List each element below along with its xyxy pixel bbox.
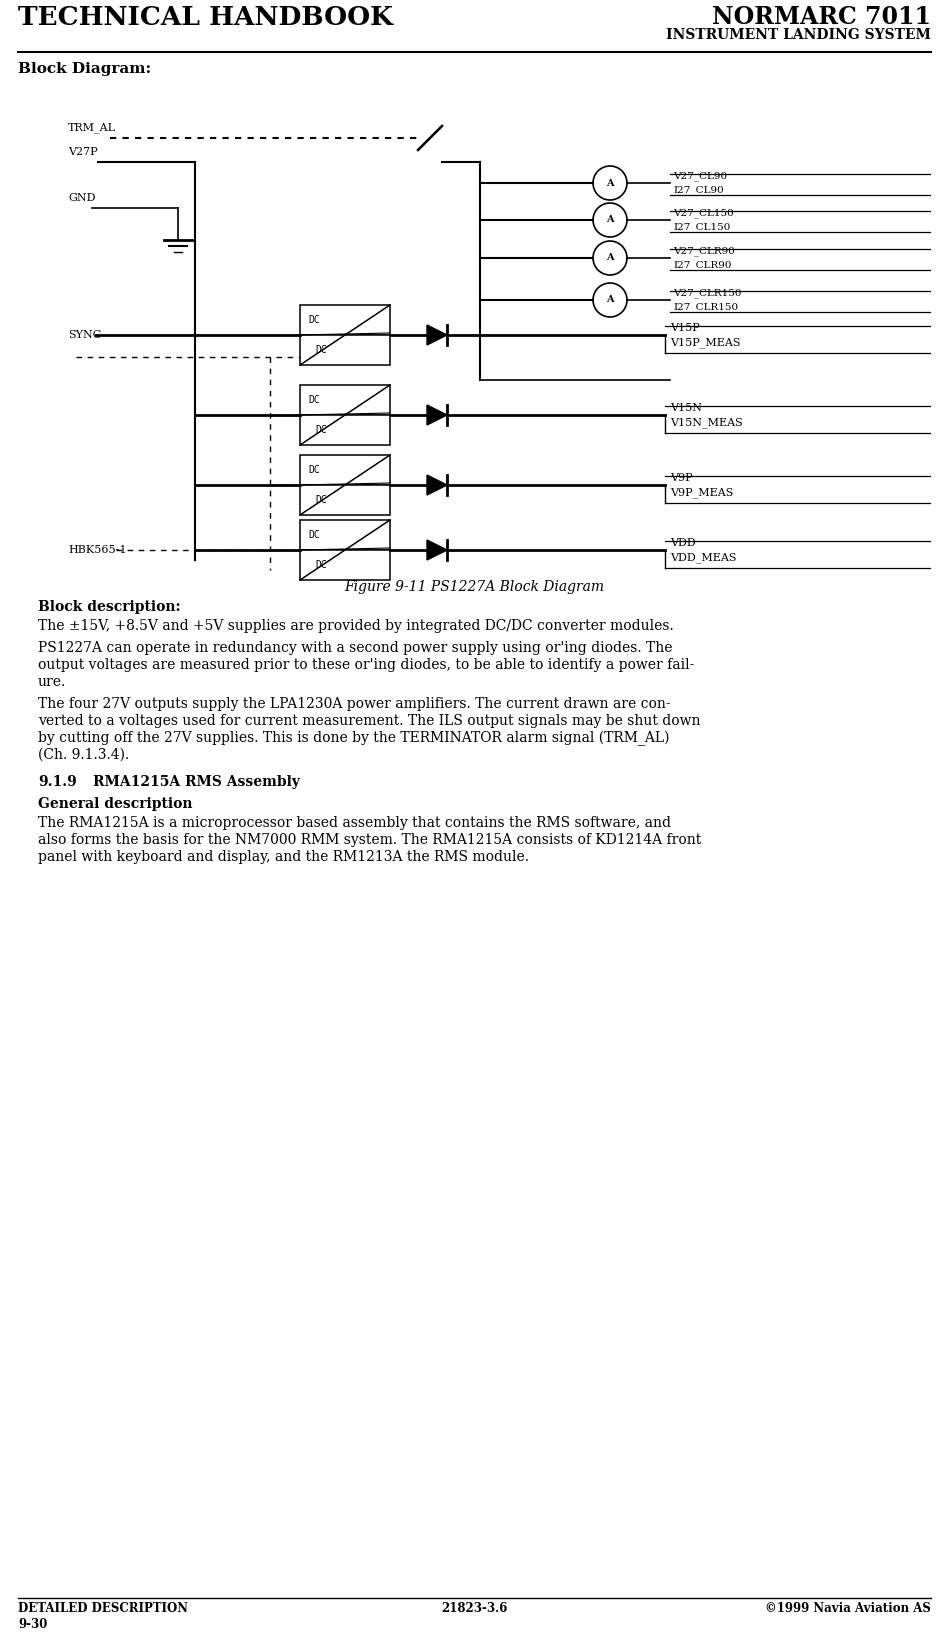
Text: ure.: ure.: [38, 676, 66, 689]
Text: The four 27V outputs supply the LPA1230A power amplifiers. The current drawn are: The four 27V outputs supply the LPA1230A…: [38, 697, 671, 712]
Text: TRM_AL: TRM_AL: [68, 122, 116, 134]
Text: 21823-3.6: 21823-3.6: [441, 1603, 507, 1616]
Polygon shape: [427, 405, 447, 424]
Text: V27_CLR90: V27_CLR90: [673, 246, 735, 256]
Text: RMA1215A RMS Assembly: RMA1215A RMS Assembly: [93, 775, 300, 788]
Bar: [300, 305, 390, 335]
Bar: [300, 550, 390, 579]
Text: V27_CLR150: V27_CLR150: [673, 289, 741, 299]
Text: ©1999 Navia Aviation AS: ©1999 Navia Aviation AS: [765, 1603, 931, 1616]
Text: I27_CL150: I27_CL150: [673, 222, 731, 232]
Text: panel with keyboard and display, and the RM1213A the RMS module.: panel with keyboard and display, and the…: [38, 850, 529, 863]
Text: Block description:: Block description:: [38, 601, 180, 614]
Text: verted to a voltages used for current measurement. The ILS output signals may be: verted to a voltages used for current me…: [38, 715, 700, 728]
Text: Figure 9-11 PS1227A Block Diagram: Figure 9-11 PS1227A Block Diagram: [344, 579, 604, 594]
Text: GND: GND: [68, 193, 96, 202]
Text: The ±15V, +8.5V and +5V supplies are provided by integrated DC/DC converter modu: The ±15V, +8.5V and +5V supplies are pro…: [38, 619, 674, 633]
Text: HBK565-1: HBK565-1: [68, 545, 126, 555]
Text: 9.1.9: 9.1.9: [38, 775, 77, 788]
Text: DC: DC: [308, 530, 320, 540]
Text: V15P_MEAS: V15P_MEAS: [670, 336, 740, 348]
Text: SYNC: SYNC: [68, 330, 102, 339]
Text: 9-30: 9-30: [18, 1617, 47, 1630]
Text: General description: General description: [38, 796, 193, 811]
Text: V15N: V15N: [670, 403, 702, 413]
Text: A: A: [606, 295, 614, 305]
Text: DC: DC: [308, 465, 320, 475]
Polygon shape: [427, 540, 447, 560]
Text: TECHNICAL HANDBOOK: TECHNICAL HANDBOOK: [18, 5, 393, 29]
Text: DC: DC: [308, 395, 320, 405]
Text: by cutting off the 27V supplies. This is done by the TERMINATOR alarm signal (TR: by cutting off the 27V supplies. This is…: [38, 731, 669, 746]
Bar: [300, 385, 390, 415]
Text: (Ch. 9.1.3.4).: (Ch. 9.1.3.4).: [38, 747, 129, 762]
Text: DC: DC: [315, 494, 326, 504]
Bar: [300, 415, 390, 446]
Circle shape: [593, 242, 627, 276]
Text: DETAILED DESCRIPTION: DETAILED DESCRIPTION: [18, 1603, 188, 1616]
Text: DC: DC: [315, 344, 326, 356]
Text: V27P: V27P: [68, 147, 98, 157]
Text: Block Diagram:: Block Diagram:: [18, 62, 151, 77]
Text: DC: DC: [308, 315, 320, 325]
Text: V27_CL90: V27_CL90: [673, 171, 727, 181]
Circle shape: [593, 166, 627, 201]
Text: I27_CLR150: I27_CLR150: [673, 302, 738, 312]
Text: The RMA1215A is a microprocessor based assembly that contains the RMS software, : The RMA1215A is a microprocessor based a…: [38, 816, 671, 831]
Circle shape: [593, 202, 627, 237]
Text: V9P: V9P: [670, 473, 693, 483]
Text: DC: DC: [315, 424, 326, 436]
Text: NORMARC 7011: NORMARC 7011: [712, 5, 931, 29]
Text: VDD_MEAS: VDD_MEAS: [670, 552, 736, 563]
Text: V15P: V15P: [670, 323, 699, 333]
Text: PS1227A can operate in redundancy with a second power supply using or'ing diodes: PS1227A can operate in redundancy with a…: [38, 641, 673, 654]
Bar: [300, 335, 390, 366]
Text: A: A: [606, 215, 614, 225]
Text: output voltages are measured prior to these or'ing diodes, to be able to identif: output voltages are measured prior to th…: [38, 658, 695, 672]
Text: I27_CL90: I27_CL90: [673, 184, 724, 194]
Text: V15N_MEAS: V15N_MEAS: [670, 418, 743, 428]
Bar: [300, 521, 390, 550]
Circle shape: [593, 282, 627, 317]
Text: VDD: VDD: [670, 539, 696, 548]
Text: V27_CL150: V27_CL150: [673, 209, 734, 219]
Text: V9P_MEAS: V9P_MEAS: [670, 486, 734, 498]
Text: I27_CLR90: I27_CLR90: [673, 259, 732, 269]
Text: A: A: [606, 178, 614, 188]
Bar: [300, 455, 390, 485]
Text: A: A: [606, 253, 614, 263]
Text: DC: DC: [315, 560, 326, 570]
Bar: [300, 485, 390, 516]
Text: INSTRUMENT LANDING SYSTEM: INSTRUMENT LANDING SYSTEM: [666, 28, 931, 42]
Polygon shape: [427, 475, 447, 494]
Text: also forms the basis for the NM7000 RMM system. The RMA1215A consists of KD1214A: also forms the basis for the NM7000 RMM …: [38, 832, 701, 847]
Polygon shape: [427, 325, 447, 344]
